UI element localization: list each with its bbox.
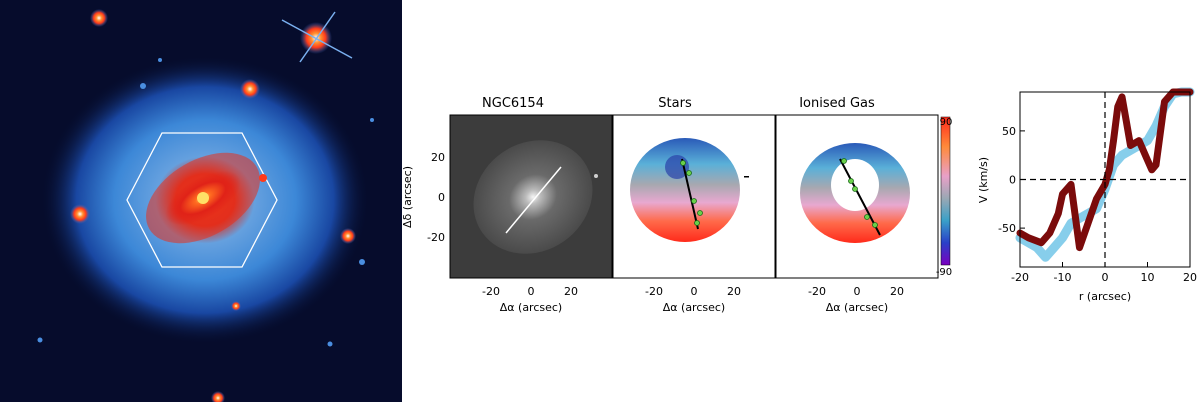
xtick-gas-0: 0 [854,285,861,298]
xtick-label: 20 [1183,271,1197,284]
colorbar-min-label: -90 [936,267,952,278]
dalpha-label-gas: Δα (arcsec) [826,301,888,314]
ytick-label: 50 [1002,125,1016,138]
panel-title-stars: Stars [658,96,692,111]
chart-ylabel: V (km/s) [977,157,990,203]
image-panel [449,114,613,279]
series-band-1 [1016,88,1194,252]
panel-title-gas: Ionised Gas [799,96,875,111]
xtick-gas-neg20: -20 [808,285,826,298]
xtick-gas-20: 20 [890,285,904,298]
ytick-label: 0 [1009,174,1016,187]
xtick-label: 10 [1141,271,1155,284]
rotation-curve-chart: V (km/s) r (arcsec) -20 -10 0 10 20 50 0 -50 [977,87,1197,303]
xtick-label: -10 [1054,271,1072,284]
xtick-image-0: 0 [528,285,535,298]
chart-ticks: -20 -10 0 10 20 50 0 -50 [998,125,1197,284]
xtick-label: 0 [1102,271,1109,284]
xtick-image-20: 20 [564,285,578,298]
xtick-stars-20: 20 [727,285,741,298]
ytick-label: -50 [998,222,1016,235]
velocity-colorbar: 90 -90 [936,116,953,278]
dalpha-label-image: Δα (arcsec) [500,301,562,314]
galaxy-image [0,0,402,402]
map-panels: NGC6154 Stars Ionised Gas [401,96,953,314]
colorbar-max-label: 90 [940,117,953,128]
dalpha-label-stars: Δα (arcsec) [663,301,725,314]
ytick-0: 0 [438,191,445,204]
stars-panel [612,114,776,279]
xtick-stars-0: 0 [691,285,698,298]
xtick-image-neg20: -20 [482,285,500,298]
ddelta-axis-label: Δδ (arcsec) [401,166,414,228]
xtick-stars-neg20: -20 [645,285,663,298]
rotation-curve-plot [1015,87,1195,267]
panel-title-image: NGC6154 [482,96,544,111]
ytick-neg20: -20 [427,231,445,244]
gas-panel [775,114,939,279]
ytick-20: 20 [431,151,445,164]
foreground-stars [37,9,374,402]
chart-xlabel: r (arcsec) [1079,290,1131,303]
xtick-label: -20 [1011,271,1029,284]
